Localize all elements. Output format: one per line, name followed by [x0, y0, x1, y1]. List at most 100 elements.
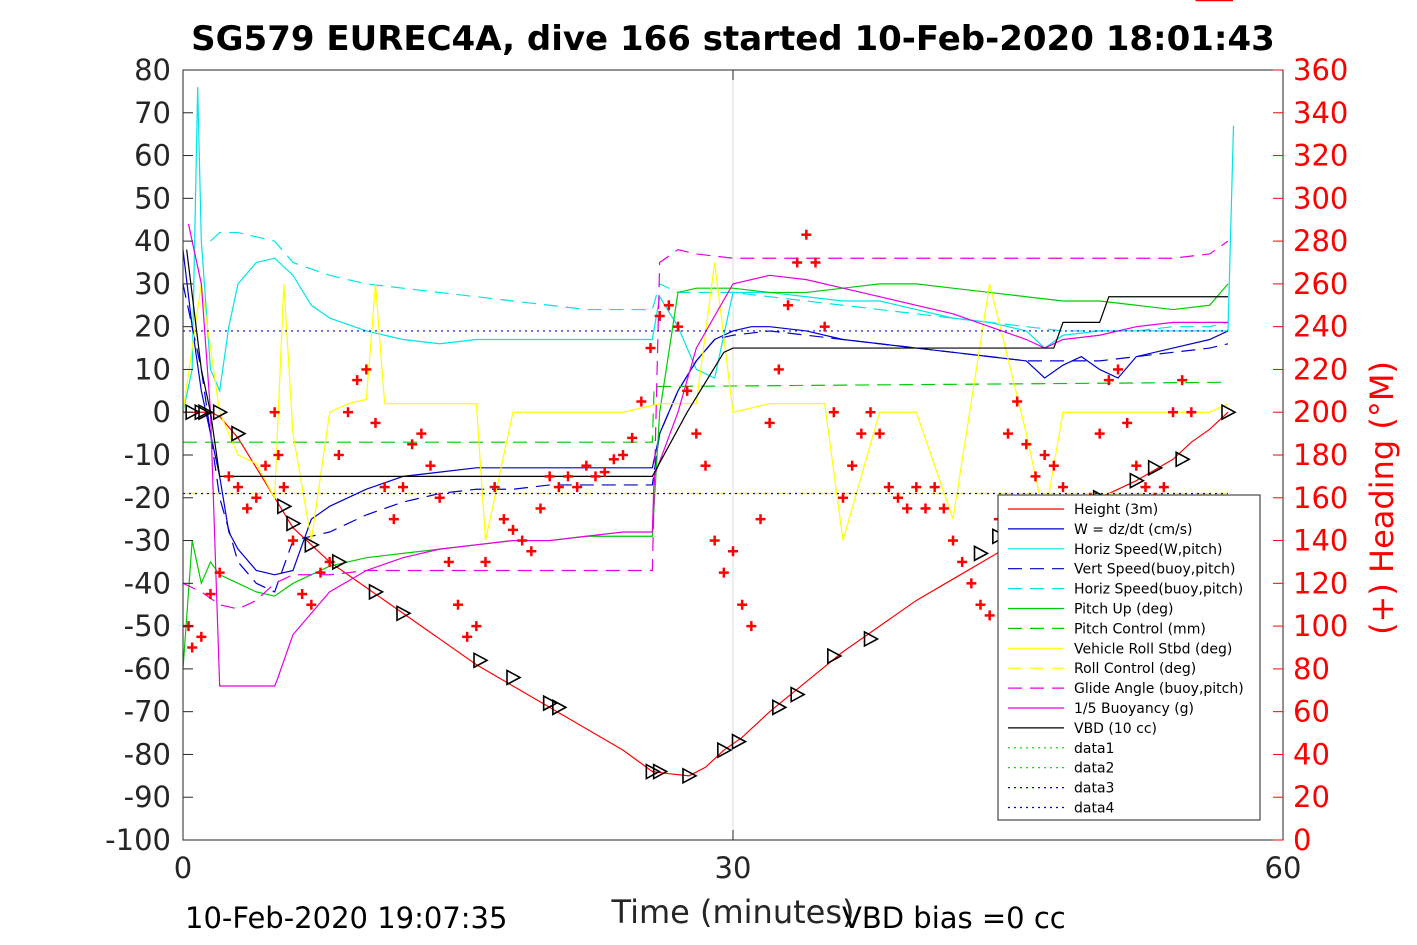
heading-point [599, 467, 610, 478]
heading-point [187, 642, 198, 653]
legend-entry: 1/5 Buoyancy (g) [1008, 701, 1194, 717]
heading-point [251, 492, 262, 503]
right-tick-label: 40 [1293, 737, 1330, 771]
heading-point [425, 460, 436, 471]
heading-point [1113, 364, 1123, 375]
heading-point [957, 556, 968, 567]
legend-label: 1/5 Buoyancy (g) [1074, 701, 1194, 717]
series-line-7 [182, 262, 1229, 541]
right-tick-label: 340 [1293, 96, 1348, 130]
heading-point [297, 589, 308, 600]
triangle-marker [863, 630, 880, 648]
legend-label: Height (3m) [1074, 502, 1158, 518]
heading-point [737, 599, 748, 610]
series-layer [182, 87, 1235, 777]
heading-point [654, 310, 665, 321]
triangle-marker [772, 699, 788, 716]
triangle-marker [790, 686, 806, 703]
heading-point [462, 631, 473, 642]
heading-point [563, 471, 573, 482]
heading-point [718, 567, 729, 578]
heading-point [273, 450, 284, 460]
heading-point [306, 599, 317, 610]
heading-point [819, 321, 830, 332]
footer-timestamp: 10-Feb-2020 19:07:35 [185, 901, 507, 935]
legend-label: Horiz Speed(W,pitch) [1074, 542, 1222, 558]
right-axis-ticks: 3603403203002802602402202001801601401201… [1273, 53, 1348, 857]
heading-point [1094, 428, 1105, 439]
triangle-marker [212, 403, 229, 421]
triangle-marker [332, 553, 348, 571]
x-axis-label: Time (minutes) [611, 893, 855, 931]
triangle-marker [1129, 472, 1146, 490]
legend-label: data4 [1074, 801, 1115, 817]
heading-point [1177, 375, 1188, 386]
right-tick-label: 100 [1293, 609, 1348, 643]
left-tick-label: -70 [124, 695, 171, 729]
legend-label: data1 [1074, 741, 1114, 757]
heading-point [361, 364, 372, 375]
heading-point [663, 300, 674, 311]
series-line-6 [183, 381, 1229, 443]
heading-point [911, 482, 922, 493]
right-tick-label: 320 [1293, 139, 1348, 173]
heading-point [810, 257, 821, 268]
left-tick-label: 60 [134, 139, 171, 173]
x-tick-label: 0 [174, 851, 192, 885]
heading-point [315, 567, 326, 578]
triangle-marker [973, 545, 990, 562]
triangle-marker [1147, 459, 1164, 477]
triangle-marker [473, 651, 489, 669]
left-tick-label: 30 [134, 267, 171, 301]
heading-point [893, 492, 903, 503]
left-tick-label: -90 [124, 780, 171, 814]
left-tick-label: 70 [134, 96, 171, 130]
triangle-marker [682, 767, 698, 785]
left-tick-label: 50 [134, 181, 171, 215]
right-tick-label: 240 [1293, 310, 1348, 344]
legend-entry: Vehicle Roll Stbd (deg) [1008, 641, 1232, 657]
triangle-marker [645, 763, 662, 780]
legend-entry: data2 [1008, 761, 1114, 777]
right-tick-label: 360 [1293, 53, 1348, 87]
heading-point [480, 556, 491, 567]
right-tick-label: 140 [1293, 524, 1348, 558]
heading-point [398, 482, 408, 493]
heading-point [865, 407, 876, 418]
heading-point [434, 492, 445, 503]
heading-point [489, 482, 500, 493]
heading-point [581, 460, 592, 471]
legend-label: Glide Angle (buoy,pitch) [1074, 681, 1244, 697]
heading-point [948, 535, 958, 546]
x-axis-ticks: 0 30 60 [174, 70, 1302, 885]
heading-point [443, 556, 454, 567]
heading-point [288, 535, 298, 546]
heading-point [929, 482, 940, 493]
triangle-marker [731, 733, 748, 750]
heading-point [517, 535, 528, 546]
legend-label: W = dz/dt (cm/s) [1074, 522, 1193, 538]
triangle-marker [286, 515, 302, 532]
legend-entry: Pitch Up (deg) [1008, 602, 1173, 618]
heading-point [764, 417, 775, 428]
legend-entry: data4 [1008, 801, 1115, 817]
heading-point [1058, 482, 1068, 493]
heading-point [1021, 439, 1032, 450]
heading-point [544, 471, 555, 482]
legend-label: data3 [1074, 781, 1114, 797]
heading-point [608, 454, 619, 465]
right-tick-label: 300 [1293, 181, 1348, 215]
x-tick-label: 60 [1265, 851, 1302, 885]
heading-point [700, 460, 711, 471]
heading-point [508, 524, 518, 535]
triangle-marker [542, 694, 559, 712]
heading-point [1158, 482, 1169, 493]
heading-point [278, 482, 289, 493]
right-tick-label: 160 [1293, 481, 1348, 515]
triangle-marker [717, 741, 733, 759]
heading-point [535, 503, 546, 514]
legend-entry: W = dz/dt (cm/s) [1008, 522, 1193, 538]
left-tick-label: 40 [134, 224, 171, 258]
left-tick-label: -50 [124, 609, 171, 643]
heading-point [728, 546, 738, 557]
